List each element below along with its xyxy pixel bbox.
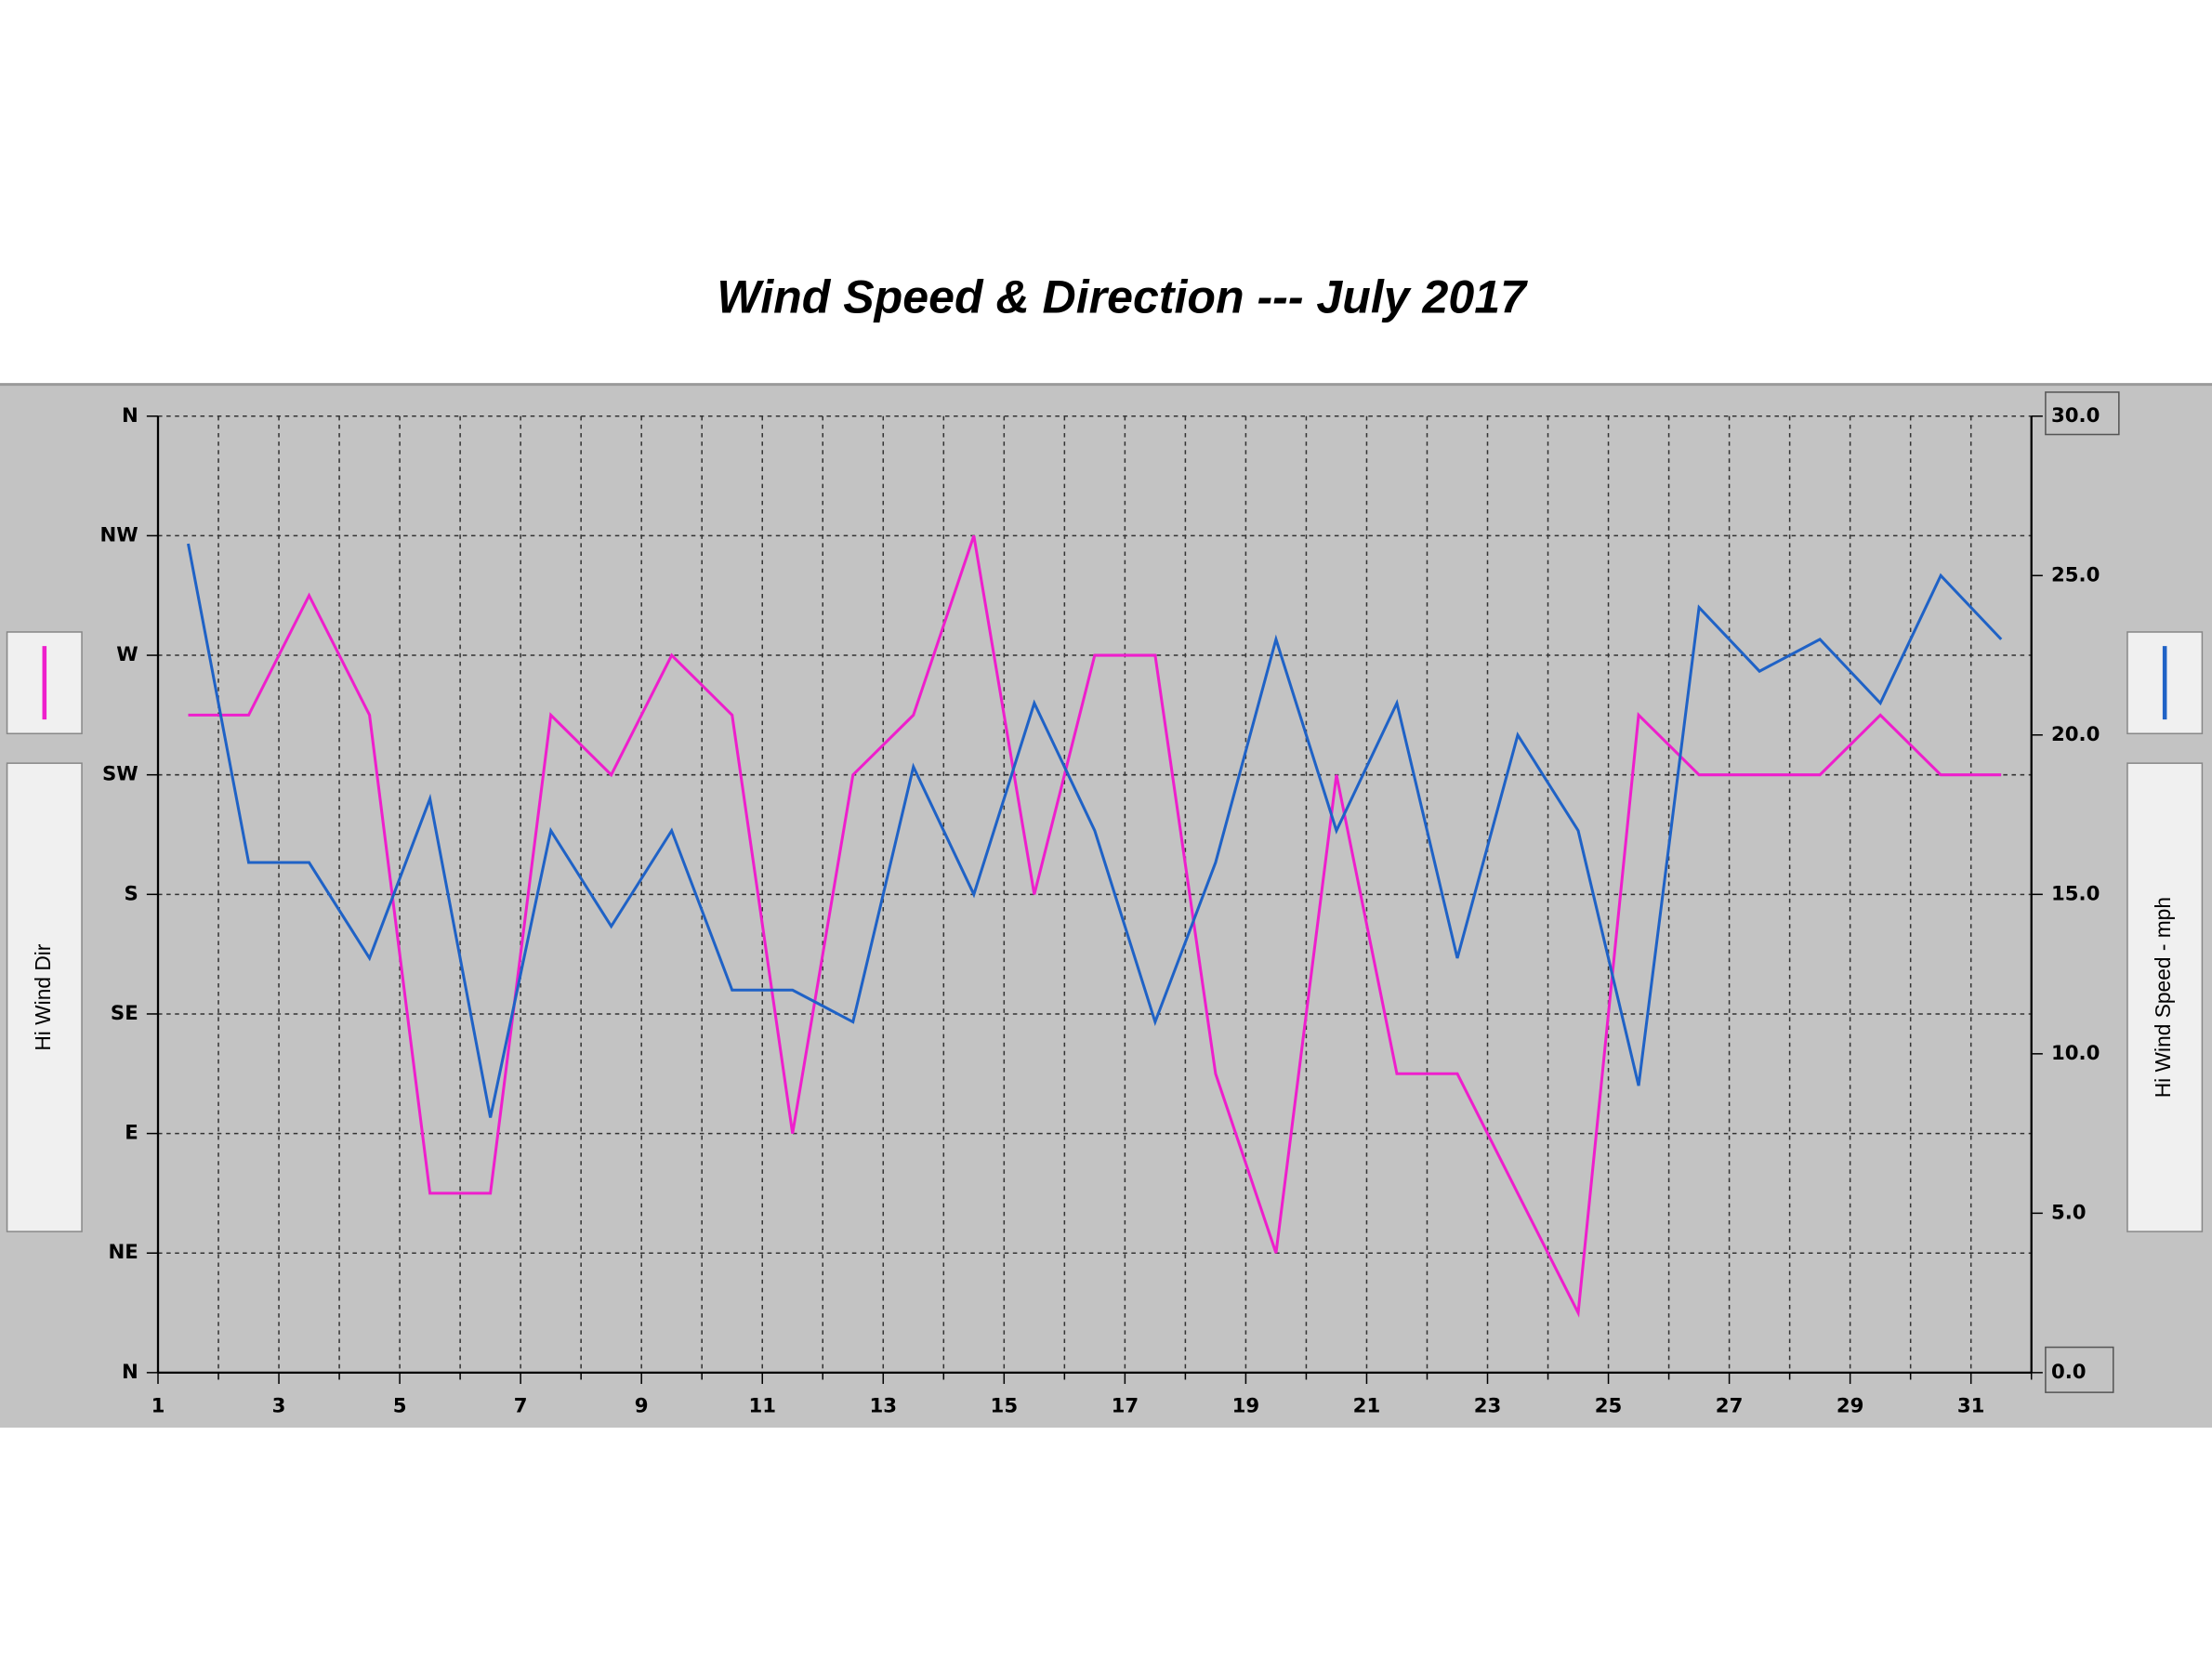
axis-end-box <box>2045 391 2120 436</box>
axis-end-box <box>2045 1346 2114 1393</box>
y2-tick-label: 5.0 <box>2051 1201 2087 1224</box>
x-tick-label: 5 <box>393 1394 407 1417</box>
y-tick-label: N <box>122 1361 138 1384</box>
x-tick-label: 31 <box>1957 1394 1985 1417</box>
x-tick-label: 3 <box>272 1394 286 1417</box>
series-line <box>187 543 2003 1118</box>
x-tick-label: 7 <box>514 1394 528 1417</box>
legend-label-box <box>6 762 83 1232</box>
x-tick-label: 21 <box>1353 1394 1381 1417</box>
x-tick-label: 15 <box>991 1394 1019 1417</box>
x-tick-label: 19 <box>1232 1394 1260 1417</box>
y-tick-label: NE <box>108 1241 138 1264</box>
y-tick-label: N <box>122 404 138 428</box>
y2-tick-label: 10.0 <box>2051 1042 2100 1065</box>
y-tick-label: SE <box>111 1002 138 1025</box>
x-tick-label: 9 <box>635 1394 649 1417</box>
legend-label-box <box>2126 762 2204 1232</box>
y-tick-label: S <box>124 882 138 905</box>
y2-tick-label: 20.0 <box>2051 723 2100 746</box>
y-tick-label: E <box>125 1122 138 1145</box>
x-tick-label: 29 <box>1837 1394 1864 1417</box>
y-tick-label: SW <box>102 763 138 786</box>
chart-title: Wind Speed & Direction --- July 2017 <box>717 271 1528 323</box>
y2-tick-label: 15.0 <box>2051 882 2100 905</box>
x-tick-label: 25 <box>1595 1394 1623 1417</box>
legend-label: Hi Wind Dir <box>31 943 55 1050</box>
y2-tick-label: 25.0 <box>2051 563 2100 586</box>
y-tick-label: NW <box>100 523 138 546</box>
x-tick-label: 13 <box>869 1394 897 1417</box>
x-tick-label: 27 <box>1716 1394 1744 1417</box>
series-line <box>188 534 2002 1318</box>
chart-panel <box>0 383 2212 1429</box>
y2-tick-label: 30.0 <box>2051 404 2100 428</box>
x-tick-label: 11 <box>748 1394 776 1417</box>
legend-label: Hi Wind Speed - mph <box>2151 897 2175 1098</box>
y-tick-label: W <box>116 643 138 666</box>
y2-tick-label: 0.0 <box>2051 1361 2087 1384</box>
x-tick-label: 23 <box>1474 1394 1502 1417</box>
x-tick-label: 1 <box>151 1394 165 1417</box>
x-tick-label: 17 <box>1112 1394 1139 1417</box>
